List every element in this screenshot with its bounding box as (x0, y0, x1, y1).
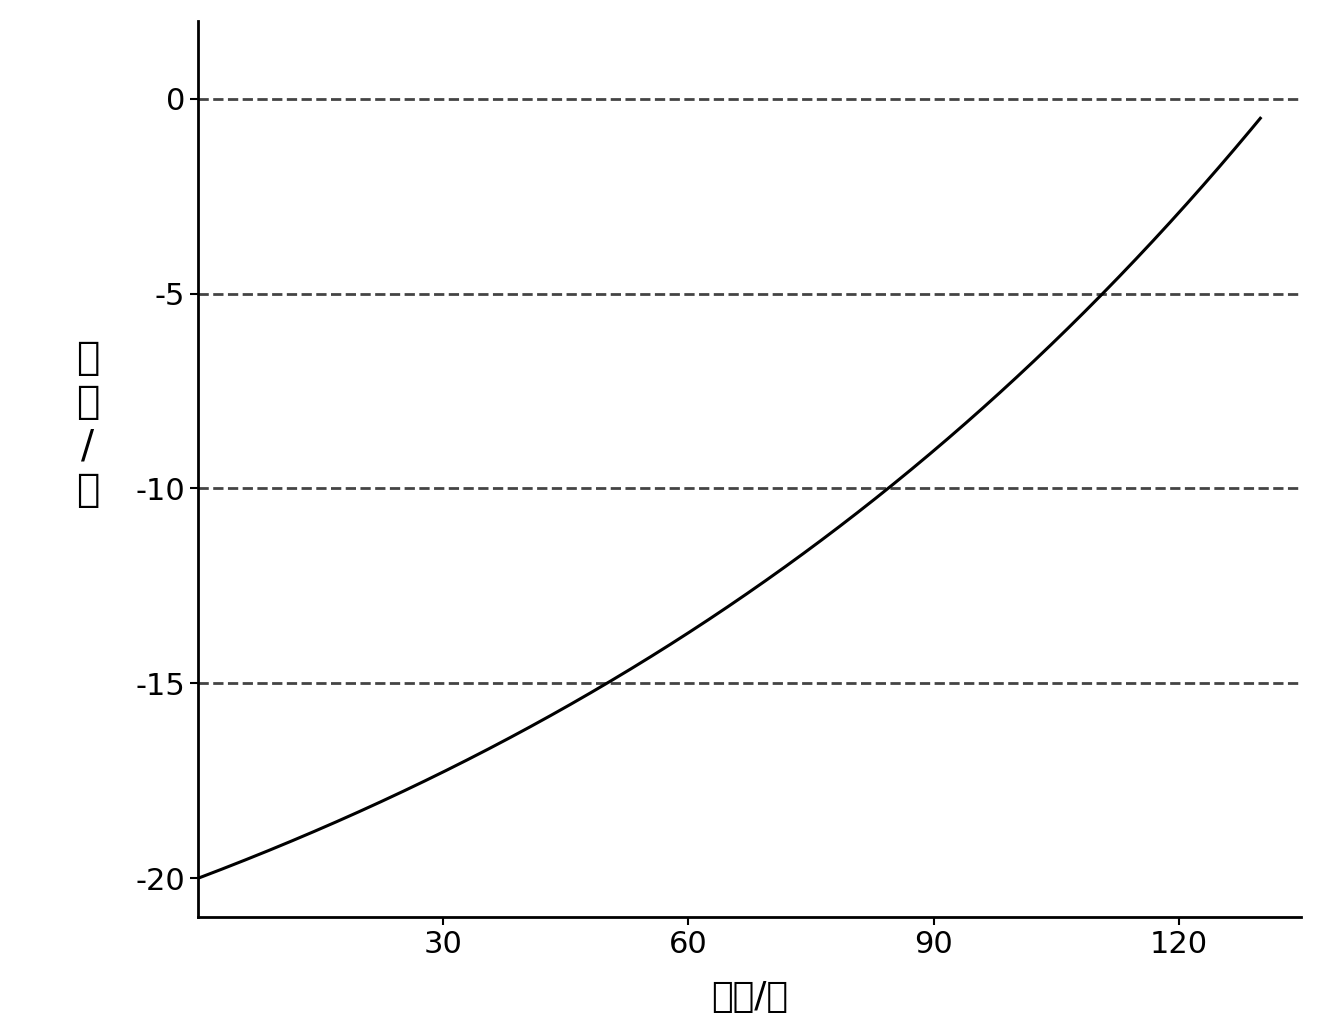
Text: 温
度
/
度: 温 度 / 度 (77, 339, 99, 509)
X-axis label: 时间/秒: 时间/秒 (711, 980, 788, 1014)
